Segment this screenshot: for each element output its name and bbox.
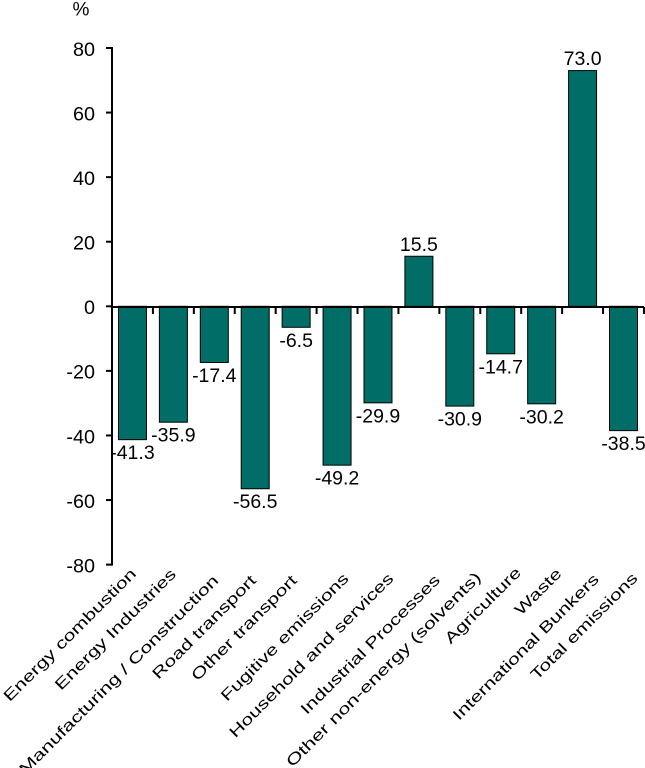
svg-text:-6.5: -6.5 — [279, 330, 313, 352]
svg-text:-29.9: -29.9 — [356, 405, 400, 427]
svg-text:15.5: 15.5 — [400, 234, 438, 256]
svg-text:40: 40 — [73, 168, 95, 190]
svg-text:-35.9: -35.9 — [151, 425, 195, 447]
svg-text:-38.5: -38.5 — [601, 433, 645, 455]
svg-text:60: 60 — [73, 103, 95, 125]
svg-text:-49.2: -49.2 — [315, 468, 359, 490]
svg-text:-14.7: -14.7 — [479, 356, 523, 378]
svg-text:-80: -80 — [66, 555, 95, 577]
svg-text:20: 20 — [73, 233, 95, 255]
svg-text:-20: -20 — [66, 362, 95, 384]
svg-text:-60: -60 — [66, 491, 95, 513]
svg-text:80: 80 — [73, 39, 95, 61]
svg-text:-17.4: -17.4 — [192, 365, 237, 387]
svg-text:-30.2: -30.2 — [519, 406, 563, 428]
svg-text:-56.5: -56.5 — [233, 491, 278, 513]
svg-text:-40: -40 — [66, 426, 95, 448]
svg-text:-30.9: -30.9 — [438, 409, 482, 431]
svg-text:%: % — [73, 0, 90, 20]
svg-text:-41.3: -41.3 — [110, 442, 154, 464]
svg-text:0: 0 — [84, 297, 95, 319]
svg-text:73.0: 73.0 — [564, 48, 602, 70]
